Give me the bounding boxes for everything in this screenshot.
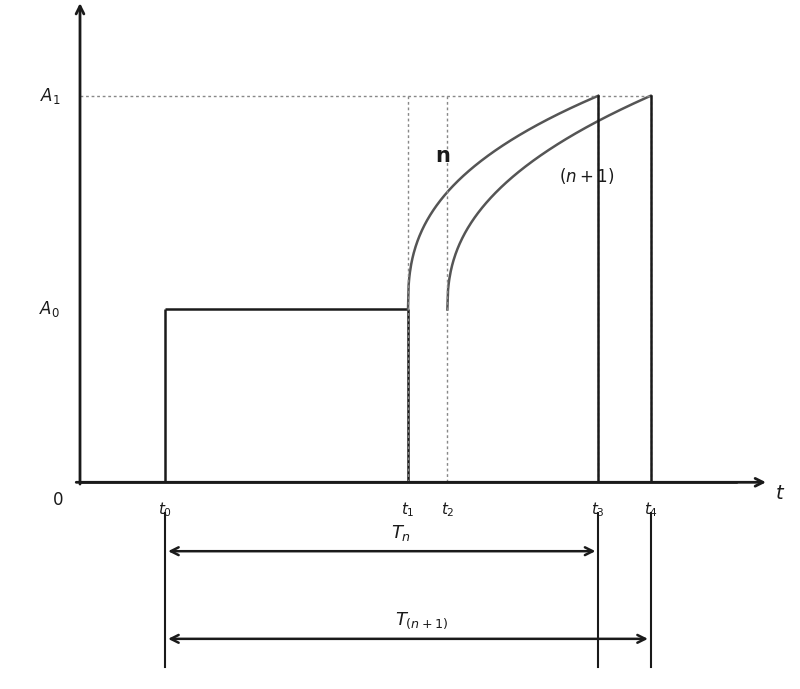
Text: $T_n$: $T_n$ bbox=[391, 523, 411, 543]
Text: 0: 0 bbox=[53, 491, 64, 509]
Text: $t_3$: $t_3$ bbox=[591, 500, 605, 520]
Text: $t$: $t$ bbox=[775, 484, 786, 503]
Text: $T_{(n+1)}$: $T_{(n+1)}$ bbox=[394, 610, 448, 630]
Text: $t_4$: $t_4$ bbox=[644, 500, 658, 520]
Text: $t_2$: $t_2$ bbox=[441, 500, 454, 520]
Text: $t_0$: $t_0$ bbox=[158, 500, 172, 520]
Text: $A_0$: $A_0$ bbox=[39, 300, 60, 320]
Text: $t_1$: $t_1$ bbox=[401, 500, 415, 520]
Text: $(n+1)$: $(n+1)$ bbox=[559, 166, 614, 186]
Text: n: n bbox=[435, 146, 450, 166]
Text: $A_1$: $A_1$ bbox=[40, 85, 60, 106]
